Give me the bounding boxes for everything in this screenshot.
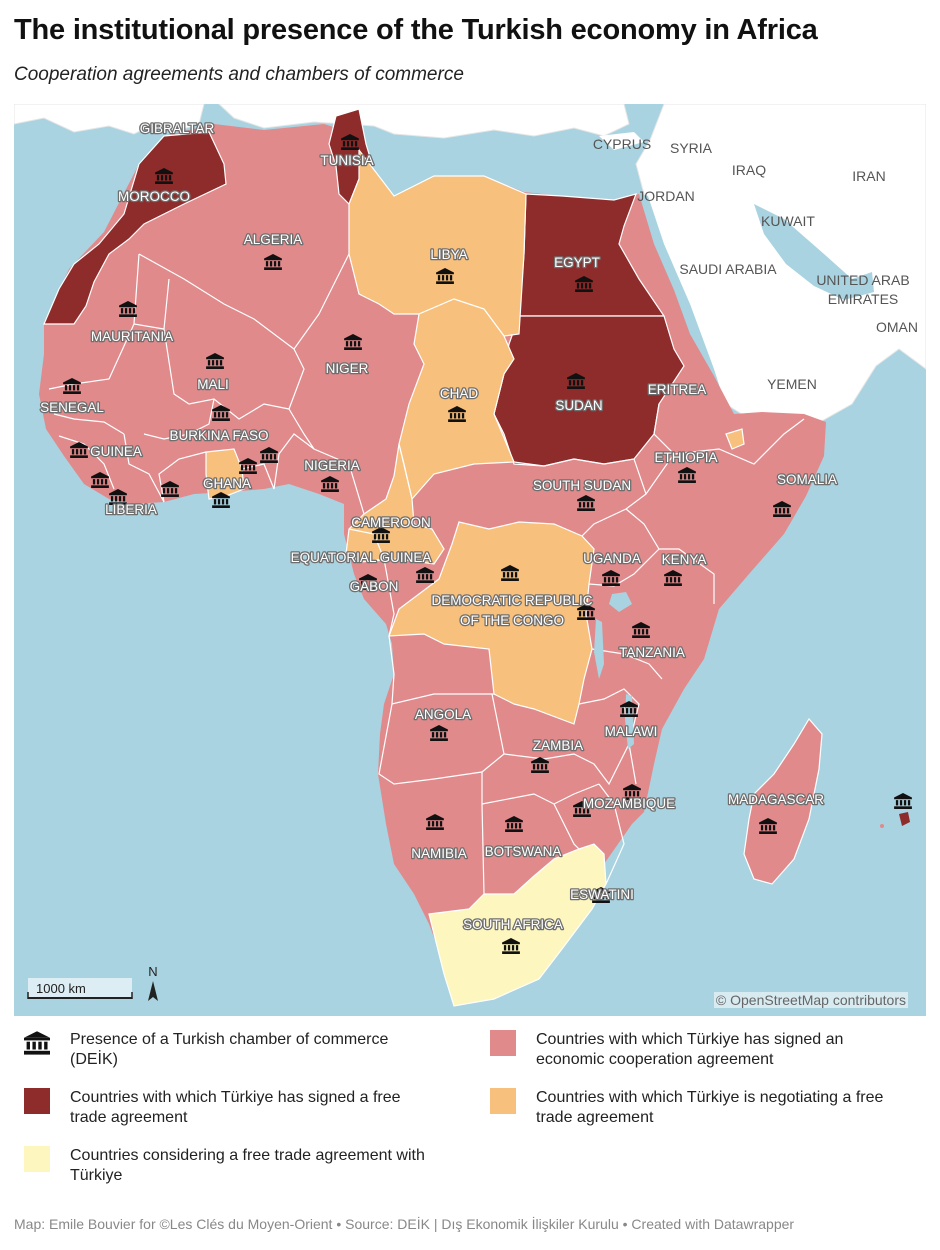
label-eswatini: ESWATINI bbox=[570, 887, 634, 902]
lake-victoria bbox=[609, 592, 632, 612]
red-sea bbox=[636, 192, 722, 396]
footer-credits: Map: Emile Bouvier for ©Les Clés du Moye… bbox=[14, 1216, 795, 1232]
label-zambia: ZAMBIA bbox=[533, 738, 583, 753]
label-ethiopia: ETHIOPIA bbox=[654, 450, 717, 465]
label-somalia: SOMALIA bbox=[777, 472, 837, 487]
label-south-africa: SOUTH AFRICA bbox=[463, 917, 563, 932]
label-uganda: UGANDA bbox=[583, 551, 641, 566]
north-arrow: N bbox=[148, 964, 158, 1001]
lake-tanganyika bbox=[594, 619, 604, 679]
label-ghana: GHANA bbox=[203, 476, 251, 491]
scale-bar: 1000 km bbox=[27, 978, 133, 999]
label-cameroon: CAMEROON bbox=[351, 515, 431, 530]
legend-label: Countries considering a free trade agree… bbox=[70, 1147, 425, 1184]
legend-label: Countries with which Türkiye has signed … bbox=[70, 1089, 401, 1126]
label-kenya: KENYA bbox=[662, 552, 707, 567]
label-mozambique: MOZAMBIQUE bbox=[583, 796, 675, 811]
label-drc-line2: OF THE CONGO bbox=[460, 613, 564, 628]
label-eritrea: ERITREA bbox=[648, 382, 707, 397]
reunion-island bbox=[880, 824, 884, 828]
label-iraq: IRAQ bbox=[732, 162, 766, 178]
label-saudi-arabia: SAUDI ARABIA bbox=[679, 261, 777, 277]
mauritius-island[interactable] bbox=[899, 812, 910, 826]
label-liberia: LIBERIA bbox=[105, 502, 157, 517]
legend-label: Countries with which Türkiye has signed … bbox=[536, 1031, 844, 1068]
legend-swatch-free-trade bbox=[24, 1088, 50, 1114]
label-nigeria: NIGERIA bbox=[304, 458, 360, 473]
label-tanzania: TANZANIA bbox=[619, 645, 685, 660]
label-namibia: NAMIBIA bbox=[411, 846, 467, 861]
label-chad: CHAD bbox=[440, 386, 479, 401]
europe-landmass bbox=[14, 104, 205, 135]
label-oman: OMAN bbox=[876, 319, 918, 335]
label-mauritania: MAURITANIA bbox=[91, 329, 173, 344]
label-uae-line2: EMIRATES bbox=[828, 291, 899, 307]
country-borders bbox=[48, 253, 805, 895]
label-iran: IRAN bbox=[852, 168, 885, 184]
label-gabon: GABON bbox=[350, 579, 399, 594]
label-guinea: GUINEA bbox=[90, 444, 142, 459]
other-labels: CYPRUS SYRIA IRAQ IRAN JORDAN KUWAIT SAU… bbox=[593, 136, 918, 392]
label-uae-line1: UNITED ARAB bbox=[816, 272, 909, 288]
ghana-country[interactable] bbox=[205, 448, 245, 500]
djibouti-country[interactable] bbox=[725, 428, 745, 450]
label-yemen: YEMEN bbox=[767, 376, 817, 392]
label-madagascar: MADAGASCAR bbox=[728, 792, 824, 807]
label-syria: SYRIA bbox=[670, 140, 713, 156]
label-mali: MALI bbox=[197, 377, 229, 392]
legend-label: Countries with which Türkiye is negotiat… bbox=[536, 1089, 884, 1126]
scale-label: 1000 km bbox=[36, 981, 86, 996]
europe-east-landmass bbox=[218, 104, 630, 139]
cyprus bbox=[599, 132, 644, 150]
madagascar-country[interactable] bbox=[743, 717, 823, 885]
label-tunisia: TUNISIA bbox=[320, 153, 373, 168]
label-egypt: EGYPT bbox=[554, 255, 600, 270]
chad-country[interactable] bbox=[398, 298, 515, 501]
legend-swatch-cooperation bbox=[490, 1030, 516, 1056]
map-attribution[interactable]: © OpenStreetMap contributors bbox=[713, 992, 908, 1008]
bank-icon bbox=[24, 1030, 50, 1056]
label-drc-line1: DEMOCRATIC REPUBLIC bbox=[431, 593, 592, 608]
country-labels: GIBRALTAR TUNISIA MOROCCO ALGERIA LIBYA … bbox=[39, 120, 839, 934]
label-botswana: BOTSWANA bbox=[485, 844, 562, 859]
label-jordan: JORDAN bbox=[637, 188, 695, 204]
label-angola: ANGOLA bbox=[415, 707, 471, 722]
cameroon-country[interactable] bbox=[345, 443, 445, 565]
africa-map[interactable]: CYPRUS SYRIA IRAQ IRAN JORDAN KUWAIT SAU… bbox=[14, 104, 926, 1016]
chart-subtitle: Cooperation agreements and chambers of c… bbox=[14, 64, 464, 85]
south-africa-country[interactable] bbox=[428, 843, 607, 1007]
persian-gulf bbox=[754, 204, 874, 300]
legend-swatch-negotiating bbox=[490, 1088, 516, 1114]
legend-swatch-considering bbox=[24, 1146, 50, 1172]
legend-label: Presence of a Turkish chamber of commerc… bbox=[70, 1031, 389, 1068]
label-algeria: ALGERIA bbox=[244, 232, 303, 247]
label-senegal: SENEGAL bbox=[40, 400, 104, 415]
morocco-country[interactable] bbox=[43, 131, 227, 325]
label-burkina-faso: BURKINA FASO bbox=[169, 428, 268, 443]
chart-title: The institutional presence of the Turkis… bbox=[14, 14, 818, 46]
label-morocco: MOROCCO bbox=[118, 189, 190, 204]
label-sudan: SUDAN bbox=[555, 398, 602, 413]
north-arrow-icon bbox=[148, 981, 158, 1001]
north-label: N bbox=[148, 964, 157, 979]
label-gibraltar: GIBRALTAR bbox=[140, 121, 215, 136]
label-niger: NIGER bbox=[326, 361, 369, 376]
lake-malawi bbox=[625, 694, 634, 749]
label-libya: LIBYA bbox=[430, 247, 467, 262]
label-south-sudan: SOUTH SUDAN bbox=[533, 478, 631, 493]
label-cyprus: CYPRUS bbox=[593, 136, 651, 152]
label-kuwait: KUWAIT bbox=[761, 213, 815, 229]
label-equatorial-guinea: EQUATORIAL GUINEA bbox=[291, 550, 432, 565]
label-malawi: MALAWI bbox=[605, 724, 658, 739]
dr-congo-country[interactable] bbox=[388, 521, 595, 725]
